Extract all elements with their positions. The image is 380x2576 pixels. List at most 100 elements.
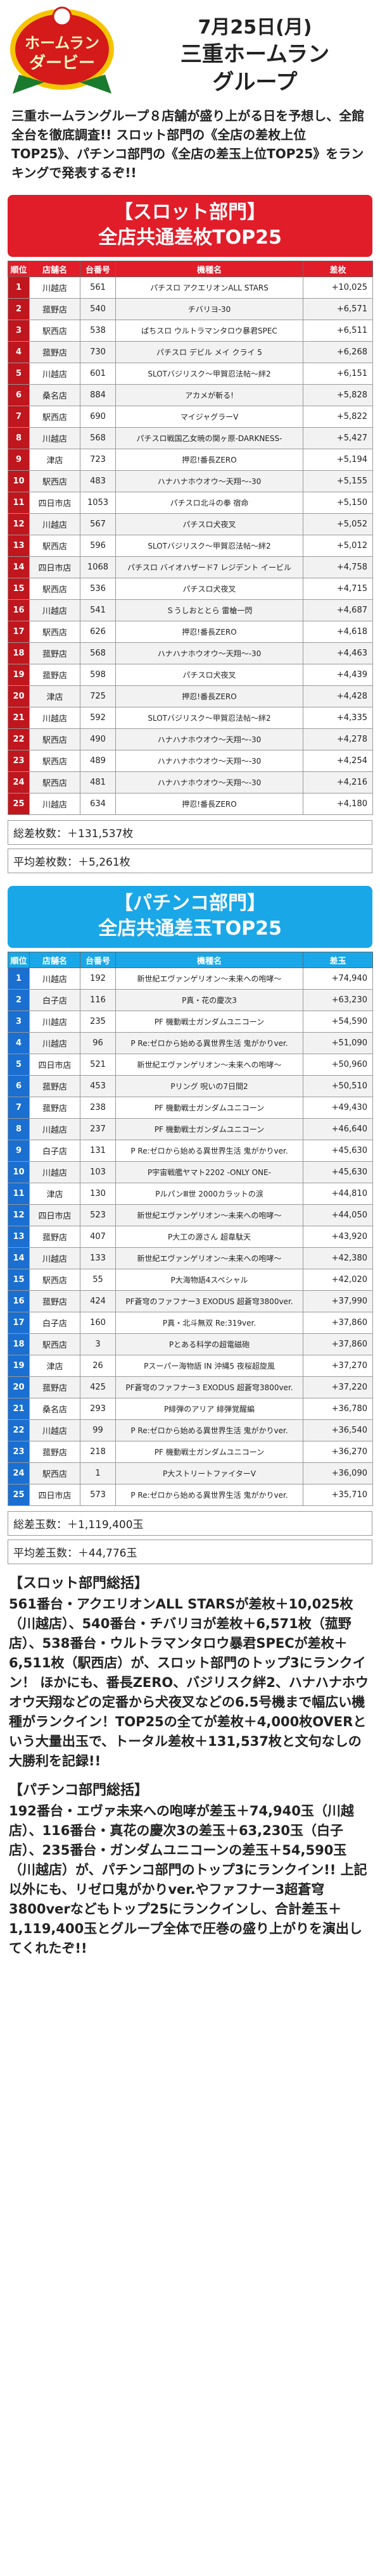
machine-number-cell: 884 xyxy=(80,384,116,406)
machine-number-cell: 424 xyxy=(80,1290,116,1312)
table-row: 16 菰野店 424 PF蒼穹のファフナー3 EXODUS 超蒼穹3800ver. +3… xyxy=(8,1290,373,1312)
table-row: 19 津店 26 Pスーパー海物語 IN 沖縄5 夜桜超旋風 +37,270 xyxy=(8,1355,373,1377)
store-cell: 四日市店 xyxy=(29,556,80,578)
diff-cell: +6,571 xyxy=(303,298,373,320)
table-row: 6 菰野店 453 Pリング 呪いの7日間2 +50,510 xyxy=(8,1075,373,1097)
rank-cell: 20 xyxy=(8,1376,30,1398)
rank-cell: 17 xyxy=(8,1312,30,1334)
machine-number-cell: 489 xyxy=(80,750,116,772)
table-row: 7 菰野店 238 PF 機動戦士ガンダムユニコーン +49,430 xyxy=(8,1097,373,1119)
machine-name-cell: P大工の源さん 超韋駄天 xyxy=(115,1226,303,1248)
machine-name-cell: P Re:ゼロから始める異世界生活 鬼がかりver. xyxy=(115,1032,303,1054)
pachinko-summary-text: 192番台・エヴァ未来への咆哮が差玉＋74,940玉（川越店）、116番台・真花… xyxy=(9,1803,367,1956)
machine-number-cell: 567 xyxy=(80,513,116,535)
diff-cell: +43,920 xyxy=(303,1226,373,1248)
machine-number-cell: 568 xyxy=(80,427,116,449)
machine-number-cell: 218 xyxy=(80,1441,116,1463)
store-cell: 川越店 xyxy=(29,707,80,729)
table-row: 1 川越店 192 新世紀エヴァンゲリオン〜未来への咆哮〜 +74,940 xyxy=(8,968,373,990)
table-row: 24 駅西店 481 ハナハナホウオウ〜天翔〜-30 +4,216 xyxy=(8,771,373,793)
header: ホームラン ダービー 7月25日(月) 三重ホームラン グループ xyxy=(0,0,380,101)
store-cell: 津店 xyxy=(29,685,80,707)
store-cell: 白子店 xyxy=(29,1140,80,1162)
machine-number-cell: 690 xyxy=(80,406,116,428)
table-row: 2 白子店 116 P真・花の慶次3 +63,230 xyxy=(8,989,373,1011)
table-row: 14 川越店 133 新世紀エヴァンゲリオン〜未来への咆哮〜 +42,380 xyxy=(8,1247,373,1269)
rank-cell: 14 xyxy=(8,1247,30,1269)
rank-cell: 22 xyxy=(8,1419,30,1441)
store-cell: 菰野店 xyxy=(29,1226,80,1248)
machine-name-cell: 押忍!番長ZERO xyxy=(115,685,303,707)
machine-name-cell: 押忍!番長ZERO xyxy=(115,449,303,471)
machine-name-cell: P Re:ゼロから始める異世界生活 鬼がかりver. xyxy=(115,1484,303,1506)
store-cell: 津店 xyxy=(29,1355,80,1377)
table-row: 13 菰野店 407 P大工の源さん 超韋駄天 +43,920 xyxy=(8,1226,373,1248)
store-cell: 駅西店 xyxy=(29,320,80,342)
diff-cell: +36,090 xyxy=(303,1462,373,1484)
diff-cell: +4,687 xyxy=(303,599,373,621)
rank-cell: 22 xyxy=(8,728,30,750)
store-cell: 川越店 xyxy=(29,513,80,535)
rank-cell: 8 xyxy=(8,1118,30,1140)
machine-number-cell: 598 xyxy=(80,664,116,686)
machine-name-cell: パチスロ犬夜叉 xyxy=(115,664,303,686)
machine-number-cell: 116 xyxy=(80,989,116,1011)
machine-name-cell: SLOTバジリスク〜甲賀忍法帖〜絆2 xyxy=(115,363,303,385)
store-cell: 菰野店 xyxy=(29,664,80,686)
slot-summary-text: 561番台・アクエリオンALL STARSが差枚＋10,025枚（川越店）、54… xyxy=(9,1596,369,1769)
table-row: 23 駅西店 489 ハナハナホウオウ〜天翔〜-30 +4,254 xyxy=(8,750,373,772)
rank-cell: 11 xyxy=(8,492,30,514)
rank-cell: 5 xyxy=(8,363,30,385)
store-cell: 川越店 xyxy=(29,1419,80,1441)
rank-cell: 16 xyxy=(8,1290,30,1312)
machine-name-cell: P Re:ゼロから始める異世界生活 鬼がかりver. xyxy=(115,1419,303,1441)
machine-name-cell: パチスロ犬夜叉 xyxy=(115,513,303,535)
diff-cell: +4,618 xyxy=(303,621,373,643)
table-row: 21 桑名店 293 P緋弾のアリア 緋弾覚醒編 +36,780 xyxy=(8,1398,373,1420)
table-row: 5 川越店 601 SLOTバジリスク〜甲賀忍法帖〜絆2 +6,151 xyxy=(8,363,373,385)
store-cell: 桑名店 xyxy=(29,1398,80,1420)
rank-cell: 11 xyxy=(8,1183,30,1205)
table-row: 24 駅西店 1 P大ストリートファイターV +36,090 xyxy=(8,1462,373,1484)
diff-cell: +5,012 xyxy=(303,535,373,557)
pachinko-table-header: 順位 店舗名 台番号 機種名 差玉 xyxy=(8,952,373,968)
machine-name-cell: パチスロ アクエリオンALL STARS xyxy=(115,277,303,299)
machine-number-cell: 237 xyxy=(80,1118,116,1140)
machine-number-cell: 523 xyxy=(80,1204,116,1226)
machine-number-cell: 235 xyxy=(80,1011,116,1033)
rank-cell: 9 xyxy=(8,449,30,471)
machine-number-cell: 521 xyxy=(80,1054,116,1076)
table-row: 10 川越店 103 P宇宙戦艦ヤマト2202 -ONLY ONE- +45,630 xyxy=(8,1161,373,1183)
diff-cell: +42,020 xyxy=(303,1269,373,1291)
diff-cell: +37,860 xyxy=(303,1333,373,1355)
machine-number-cell: 538 xyxy=(80,320,116,342)
diff-cell: +37,220 xyxy=(303,1376,373,1398)
machine-name-cell: パチスロ北斗の拳 宿命 xyxy=(115,492,303,514)
diff-cell: +42,380 xyxy=(303,1247,373,1269)
rank-cell: 19 xyxy=(8,1355,30,1377)
diff-cell: +44,810 xyxy=(303,1183,373,1205)
table-row: 10 駅西店 483 ハナハナホウオウ〜天翔〜-30 +5,155 xyxy=(8,470,373,492)
table-row: 4 菰野店 730 パチスロ デビル メイ クライ 5 +6,268 xyxy=(8,341,373,363)
header-store: 店舗名 xyxy=(29,261,80,277)
machine-number-cell: 725 xyxy=(80,685,116,707)
table-row: 8 川越店 237 PF 機動戦士ガンダムユニコーン +46,640 xyxy=(8,1118,373,1140)
pachinko-banner-line1: 【パチンコ部門】 xyxy=(114,892,266,914)
rank-cell: 25 xyxy=(8,1484,30,1506)
table-row: 17 駅西店 626 押忍!番長ZERO +4,618 xyxy=(8,621,373,643)
table-row: 9 津店 723 押忍!番長ZERO +5,194 xyxy=(8,449,373,471)
diff-cell: +51,090 xyxy=(303,1032,373,1054)
diff-cell: +5,155 xyxy=(303,470,373,492)
table-row: 21 川越店 592 SLOTバジリスク〜甲賀忍法帖〜絆2 +4,335 xyxy=(8,707,373,729)
store-cell: 菰野店 xyxy=(29,1376,80,1398)
table-row: 3 川越店 235 PF 機動戦士ガンダムユニコーン +54,590 xyxy=(8,1011,373,1033)
machine-number-cell: 596 xyxy=(80,535,116,557)
machine-number-cell: 626 xyxy=(80,621,116,643)
diff-cell: +36,780 xyxy=(303,1398,373,1420)
store-cell: 菰野店 xyxy=(29,1075,80,1097)
rank-cell: 6 xyxy=(8,384,30,406)
rank-cell: 15 xyxy=(8,1269,30,1291)
machine-name-cell: PルパンⅢ世 2000カラットの涙 xyxy=(115,1183,303,1205)
store-cell: 川越店 xyxy=(29,968,80,990)
table-row: 12 四日市店 523 新世紀エヴァンゲリオン〜未来への咆哮〜 +44,050 xyxy=(8,1204,373,1226)
